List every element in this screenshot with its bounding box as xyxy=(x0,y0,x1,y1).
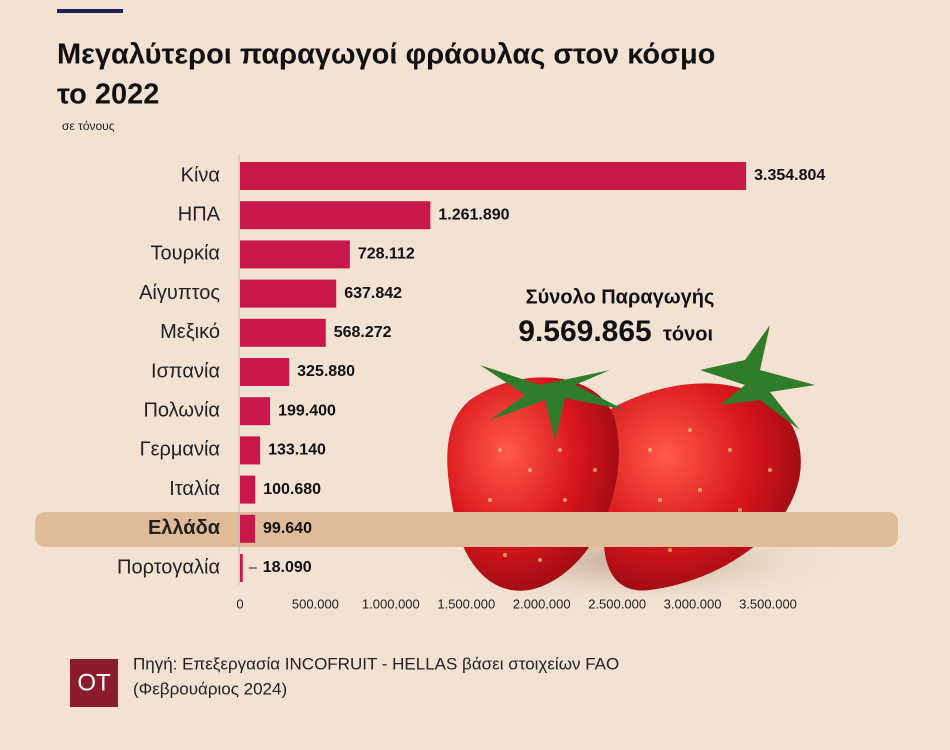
total-unit: τόνοι xyxy=(663,323,713,345)
y-tick-label: Αίγυπτος xyxy=(139,282,220,304)
source: Πηγή: Επεξεργασία INCOFRUIT - HELLAS βάσ… xyxy=(133,654,619,673)
bar xyxy=(240,475,256,504)
bar xyxy=(240,318,326,347)
x-tick-label: 500.000 xyxy=(292,596,339,611)
bar xyxy=(240,514,256,543)
bar xyxy=(240,162,747,190)
x-tick-label: 1.500.000 xyxy=(437,596,495,611)
x-tick-label: 3.000.000 xyxy=(664,596,722,611)
bar xyxy=(240,436,261,465)
y-tick-label: Πορτογαλία xyxy=(117,556,220,578)
y-tick-label: Γερμανία xyxy=(140,439,220,461)
value-label: 18.090 xyxy=(263,559,312,576)
chart-title: Μεγαλύτεροι παραγωγοί φράουλας στον κόσμ… xyxy=(57,39,715,71)
y-tick-label: Μεξικό xyxy=(160,321,220,343)
value-label: 199.400 xyxy=(278,402,336,419)
y-tick-label: Πολωνία xyxy=(143,399,220,421)
y-tick-label: Τουρκία xyxy=(151,243,220,265)
value-label: 1.261.890 xyxy=(438,206,509,223)
y-tick-label: Ελλάδα xyxy=(148,517,221,539)
x-tick-label: 2.000.000 xyxy=(513,596,571,611)
total-caption: Σύνολο Παραγωγής xyxy=(526,286,715,308)
y-tick-label: Ιταλία xyxy=(169,478,220,500)
value-label: 728.112 xyxy=(358,246,415,263)
value-label: 637.842 xyxy=(344,285,402,302)
chart-title: το 2022 xyxy=(57,79,159,111)
y-tick-label: Κίνα xyxy=(181,164,220,186)
value-label: 568.272 xyxy=(334,324,392,341)
bar xyxy=(240,554,243,582)
value-label: 3.354.804 xyxy=(754,167,825,184)
x-tick-label: 3.500.000 xyxy=(739,596,797,611)
bar xyxy=(240,279,337,308)
x-tick-label: 0 xyxy=(236,596,243,611)
subtitle: σε τόνους xyxy=(62,119,115,133)
value-label: 100.680 xyxy=(263,481,321,498)
bar xyxy=(240,358,290,386)
source: (Φεβρουάριος 2024) xyxy=(133,679,287,698)
bar xyxy=(240,240,350,269)
value-label: 99.640 xyxy=(263,520,312,537)
value-label: 133.140 xyxy=(268,442,326,459)
y-tick-label: ΗΠΑ xyxy=(178,203,221,225)
y-tick-label: Ισπανία xyxy=(151,360,220,382)
x-tick-label: 2.500.000 xyxy=(588,596,646,611)
logo: OT xyxy=(77,669,111,696)
value-label: 325.880 xyxy=(297,363,355,380)
bar xyxy=(240,201,431,230)
total-value: 9.569.865 xyxy=(518,315,651,348)
x-tick-label: 1.000.000 xyxy=(362,596,420,611)
bar xyxy=(240,397,271,426)
strawberry-illustration xyxy=(420,325,860,610)
logo-box xyxy=(70,659,118,707)
